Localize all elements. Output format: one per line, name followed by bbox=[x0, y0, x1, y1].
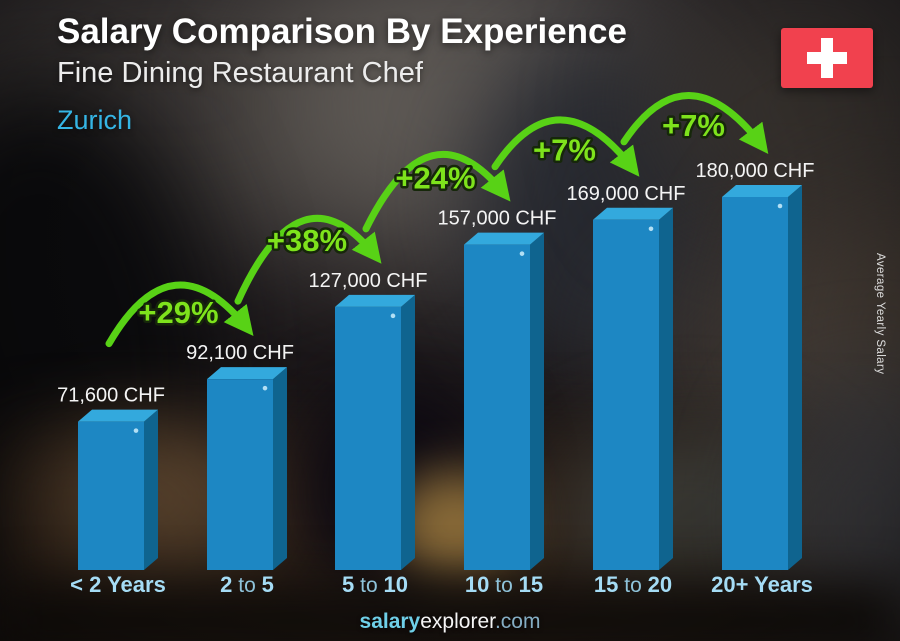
bar-front-face bbox=[207, 379, 273, 570]
bar-value-label: 127,000 CHF bbox=[309, 270, 428, 292]
bar-front-face bbox=[78, 421, 144, 570]
brand-explorer: explorer bbox=[420, 610, 495, 633]
page-subtitle: Fine Dining Restaurant Chef bbox=[57, 56, 423, 89]
bar-top-face bbox=[464, 232, 544, 245]
bar-highlight-dot bbox=[262, 385, 268, 391]
y-axis-label: Average Yearly Salary bbox=[874, 253, 886, 375]
bar-side-face bbox=[788, 185, 802, 570]
pct-increase-badge: +38% bbox=[267, 223, 347, 258]
category-label: 10 to 15 bbox=[465, 572, 543, 597]
bar-front-face bbox=[722, 197, 788, 570]
bar-highlight-dot bbox=[519, 251, 525, 256]
location-label: Zurich bbox=[57, 104, 133, 135]
bar-front-face bbox=[335, 306, 401, 570]
brand-salary: salary bbox=[359, 610, 421, 633]
switzerland-flag-icon bbox=[781, 28, 873, 88]
pct-increase-badge: +24% bbox=[395, 161, 475, 196]
page-title: Salary Comparison By Experience bbox=[57, 12, 627, 51]
pct-increase-badge: +7% bbox=[662, 108, 725, 143]
bar-highlight-dot bbox=[777, 203, 783, 209]
category-label: 5 to 10 bbox=[342, 572, 408, 597]
bar-highlight-dot bbox=[648, 226, 654, 232]
bar-value-label: 92,100 CHF bbox=[186, 342, 294, 364]
category-label: < 2 Years bbox=[70, 572, 166, 597]
bar-top-face bbox=[722, 185, 802, 197]
bar-top-face bbox=[593, 207, 673, 220]
brand-domain: .com bbox=[494, 610, 541, 633]
bar-side-face bbox=[144, 409, 158, 570]
bar-side-face bbox=[659, 207, 673, 571]
category-label: 20+ Years bbox=[711, 572, 813, 597]
header: Salary Comparison By Experience Fine Din… bbox=[57, 10, 627, 136]
flag-cross-horizontal bbox=[807, 52, 847, 64]
bar-value-label: 180,000 CHF bbox=[696, 160, 815, 182]
pct-increase-badge: +29% bbox=[138, 295, 218, 330]
footer-brand: salaryexplorer.com bbox=[0, 610, 900, 634]
bar-highlight-dot bbox=[390, 313, 396, 319]
bar-top-face bbox=[335, 294, 415, 307]
bar-front-face bbox=[464, 244, 530, 570]
bar-value-label: 157,000 CHF bbox=[438, 208, 557, 230]
category-label: 15 to 20 bbox=[594, 572, 672, 597]
bar-top-face bbox=[78, 409, 158, 422]
bar-side-face bbox=[530, 232, 544, 570]
bar-side-face bbox=[273, 367, 287, 570]
bar-value-label: 169,000 CHF bbox=[567, 183, 686, 205]
bar-front-face bbox=[593, 219, 659, 571]
bar-top-face bbox=[207, 367, 287, 380]
category-label: 2 to 5 bbox=[220, 572, 274, 597]
bar-side-face bbox=[401, 294, 415, 570]
bar-value-label: 71,600 CHF bbox=[57, 385, 165, 407]
bar-highlight-dot bbox=[133, 428, 139, 433]
pct-increase-badge: +7% bbox=[533, 133, 596, 168]
